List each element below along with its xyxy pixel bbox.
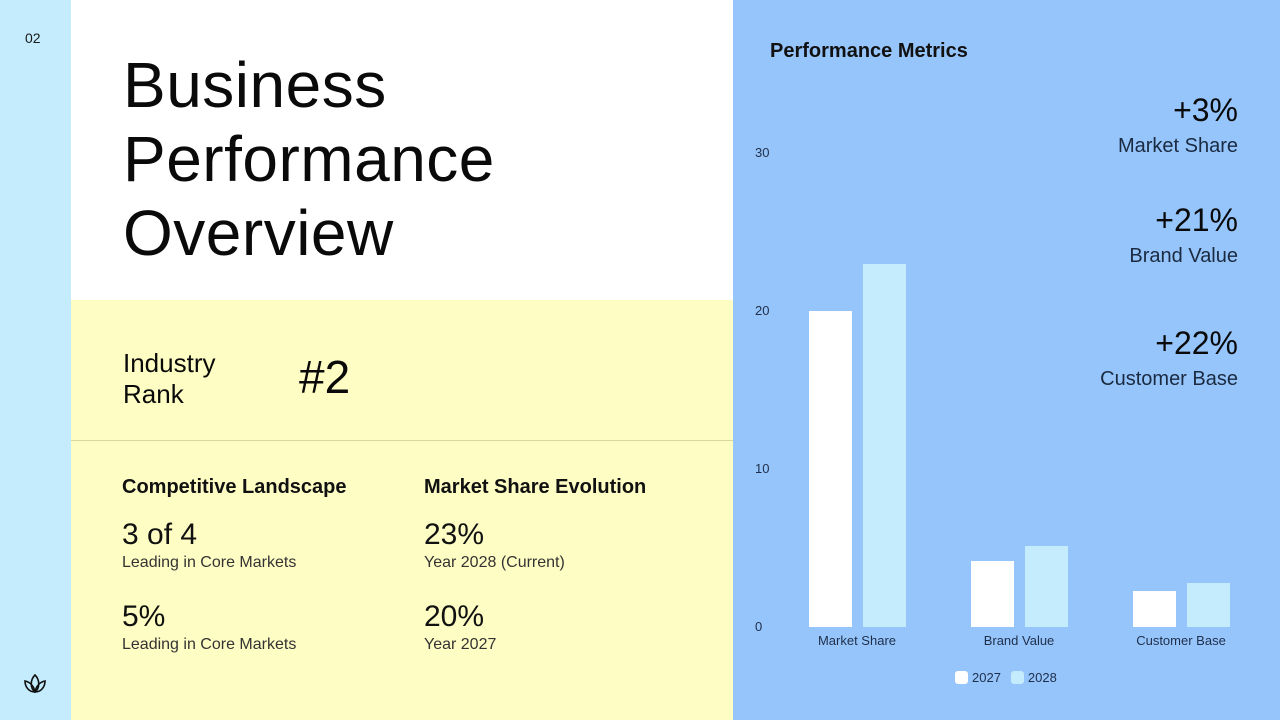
y-axis-tick: 10 — [755, 461, 770, 476]
y-axis-tick: 20 — [755, 303, 770, 318]
stat-label: Year 2027 — [424, 636, 497, 653]
evolution-stat: 20% Year 2027 — [424, 600, 496, 654]
rank-label-line-1: Industry — [123, 348, 216, 378]
competitive-stat: 3 of 4 Leading in Core Markets — [122, 518, 296, 572]
evolution-stat: 23% Year 2028 (Current) — [424, 518, 565, 572]
chart-title: Performance Metrics — [770, 40, 968, 62]
metric-delta: +3% — [1173, 92, 1238, 128]
metric-name: Brand Value — [1129, 245, 1238, 267]
performance-metrics-panel: Performance Metrics 0 10 20 30 Market Share B… — [733, 0, 1280, 720]
metric-highlight: +22% Customer Base — [1100, 325, 1238, 391]
stat-label: Year 2028 (Current) — [424, 554, 565, 571]
x-axis-category-label: Customer Base — [1136, 633, 1226, 648]
bar-2028 — [863, 263, 906, 627]
y-axis-tick: 30 — [755, 145, 770, 160]
metric-delta: +22% — [1155, 325, 1238, 361]
title-line-2: Performance — [123, 123, 495, 195]
metric-name: Market Share — [1117, 135, 1238, 157]
title-line-3: Overview — [123, 197, 394, 269]
competitive-landscape: Competitive Landscape 3 of 4 Leading in … — [122, 476, 402, 653]
chart-legend: 2027 2028 — [955, 670, 1057, 685]
summary-panel: Industry Rank #2 Competitive Landscape 3… — [71, 300, 733, 720]
stat-label: Leading in Core Markets — [122, 554, 297, 571]
stat-value: 20% — [424, 600, 485, 633]
competitive-stat: 5% Leading in Core Markets — [122, 600, 296, 654]
stat-label: Leading in Core Markets — [122, 636, 297, 653]
bar-2028 — [1025, 546, 1068, 627]
legend-swatch-2027 — [955, 671, 968, 684]
metric-delta: +21% — [1155, 202, 1238, 238]
page-title: Business Performance Overview — [123, 48, 495, 270]
page-number: 02 — [25, 30, 41, 46]
lotus-icon — [24, 673, 46, 694]
stat-value: 3 of 4 — [122, 518, 198, 551]
legend-label-2028: 2028 — [1027, 670, 1057, 685]
industry-rank-label: Industry Rank — [123, 348, 216, 410]
title-line-1: Business — [123, 49, 387, 121]
divider — [71, 440, 733, 441]
title-section: Business Performance Overview — [71, 0, 733, 300]
x-axis-category-label: Market Share — [817, 633, 897, 648]
competitive-heading: Competitive Landscape — [122, 476, 347, 498]
metric-name: Customer Base — [1100, 368, 1238, 390]
legend-swatch-2028 — [1010, 671, 1024, 684]
stat-value: 5% — [122, 600, 166, 633]
y-axis-tick: 0 — [755, 619, 763, 634]
bar-2027 — [1133, 590, 1176, 627]
metric-highlight: +3% Market Share — [1118, 92, 1238, 158]
legend-label-2027: 2027 — [972, 670, 1001, 685]
evolution-heading: Market Share Evolution — [424, 476, 647, 498]
industry-rank-value: #2 — [299, 351, 351, 403]
bar-2027 — [809, 311, 852, 627]
left-sidebar-strip: 02 — [0, 0, 71, 720]
x-axis-category-label: Brand Value — [983, 633, 1055, 648]
market-share-evolution: Market Share Evolution 23% Year 2028 (Cu… — [424, 476, 704, 653]
bar-2027 — [971, 560, 1014, 627]
metric-highlight: +21% Brand Value — [1129, 202, 1238, 268]
bar-2028 — [1187, 582, 1230, 627]
stat-value: 23% — [424, 518, 485, 551]
rank-label-line-2: Rank — [123, 379, 184, 409]
